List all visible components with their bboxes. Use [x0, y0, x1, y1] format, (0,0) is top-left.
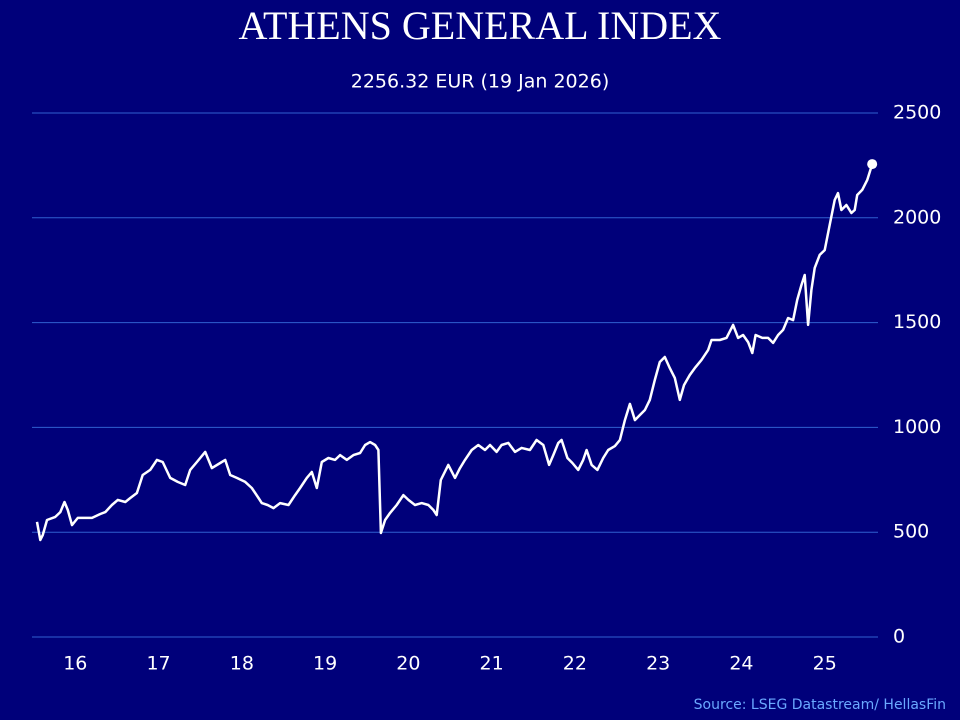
x-tick-label: 25 [813, 653, 837, 675]
y-tick-label: 0 [893, 626, 905, 648]
y-tick-label: 1000 [893, 416, 941, 438]
x-tick-label: 19 [313, 653, 337, 675]
source-note: Source: LSEG Datastream/ HellasFin [694, 697, 946, 713]
data-line [35, 163, 874, 542]
end-point [867, 159, 878, 170]
x-tick-label: 20 [396, 653, 420, 675]
y-tick-label: 500 [893, 521, 929, 543]
x-tick-label: 21 [480, 653, 504, 675]
chart-subtitle: 2256.32 EUR (19 Jan 2026) [351, 71, 610, 93]
x-tick-label: 24 [729, 653, 753, 675]
x-tick-label: 22 [563, 653, 587, 675]
x-tick-label: 17 [146, 653, 170, 675]
y-tick-label: 1500 [893, 311, 941, 333]
chart-title: ATHENS GENERAL INDEX [239, 3, 722, 48]
x-tick-label: 18 [230, 653, 254, 675]
y-tick-label: 2000 [893, 206, 941, 228]
x-tick-label: 23 [646, 653, 670, 675]
x-tick-label: 16 [63, 653, 87, 675]
y-tick-label: 2500 [893, 102, 941, 124]
